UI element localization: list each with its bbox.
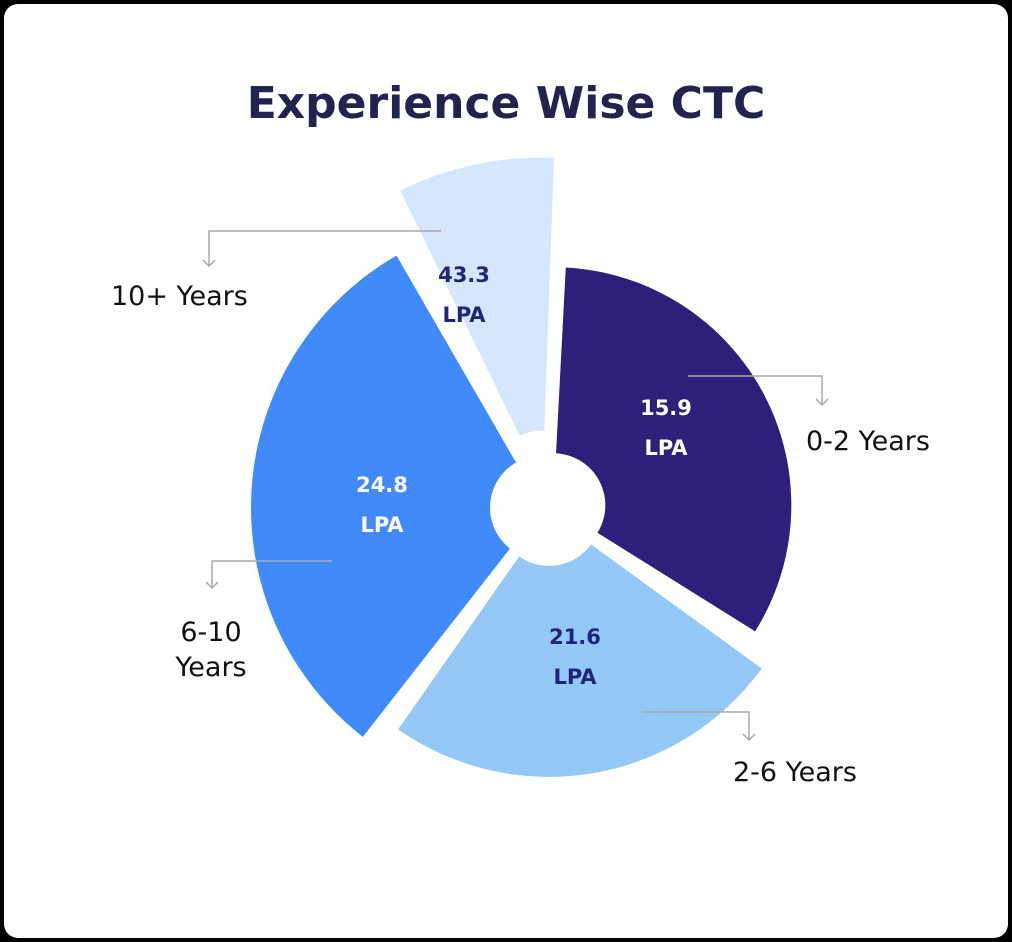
value-label-10plus-years: 43.3 LPA [438, 263, 490, 327]
leader-line-2-6-years [642, 711, 756, 742]
leader-line-0-2-years [688, 375, 829, 407]
category-label-2-6-years: 2-6 Years [733, 757, 857, 788]
chart-title: Experience Wise CTC [246, 78, 766, 129]
arrow-down-icon [205, 581, 219, 590]
pie-slice-0-2-years [556, 267, 792, 632]
pie-slice-6-10-years [251, 255, 517, 737]
arrow-down-icon [815, 398, 829, 407]
pie-slice-2-6-years [398, 544, 762, 777]
arrow-down-icon [202, 259, 216, 268]
pie-labels: 15.9 LPA 0-2 Years 21.6 LPA 2-6 Years 24.8 LPA 6… [111, 263, 930, 788]
leader-line-10plus-years [202, 230, 441, 268]
category-label-0-2-years: 0-2 Years [806, 426, 930, 457]
category-label-6-10-years: 6-10 Years [174, 617, 246, 683]
value-label-2-6-years: 21.6 LPA [549, 625, 601, 689]
leader-line-6-10-years [205, 560, 332, 590]
leader-lines [202, 230, 829, 742]
arrow-down-icon [742, 733, 756, 742]
category-label-10plus-years: 10+ Years [111, 281, 248, 312]
value-label-6-10-years: 24.8 LPA [356, 473, 408, 537]
value-label-0-2-years: 15.9 LPA [640, 396, 692, 460]
pie-slice-10plus-years [400, 157, 554, 436]
pie-slices [251, 157, 792, 777]
